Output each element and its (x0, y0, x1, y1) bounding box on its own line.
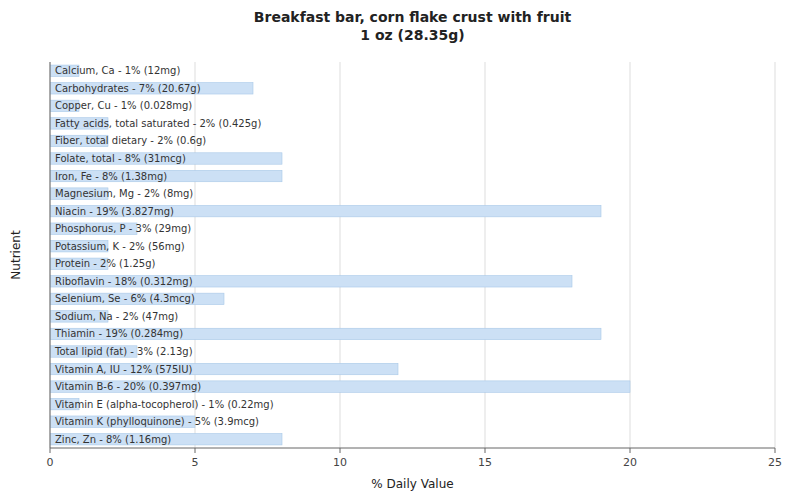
bar-label: Potassium, K - 2% (56mg) (55, 241, 185, 252)
title-line: 1 oz (28.35g) (360, 27, 464, 43)
bar-label: Sodium, Na - 2% (47mg) (55, 311, 178, 322)
bar-label: Vitamin B-6 - 20% (0.397mg) (55, 381, 201, 392)
bar (50, 381, 630, 392)
bar-label: Phosphorus, P - 3% (29mg) (55, 223, 191, 234)
bar-label: Vitamin K (phylloquinone) - 5% (3.9mcg) (55, 416, 259, 427)
bar-label: Vitamin A, IU - 12% (575IU) (55, 364, 193, 375)
y-axis-line (50, 62, 51, 448)
bar-label: Selenium, Se - 6% (4.3mcg) (55, 293, 195, 304)
bar-label: Niacin - 19% (3.827mg) (55, 206, 174, 217)
x-axis: 0 5 10 15 20 25 (47, 448, 783, 469)
bar-label: Protein - 2% (1.25g) (55, 258, 156, 269)
bar-label: Fiber, total dietary - 2% (0.6g) (55, 135, 206, 146)
tick-label: 25 (768, 456, 782, 469)
tick-mark (485, 448, 486, 453)
tick-label: 5 (192, 456, 199, 469)
bar (50, 328, 601, 339)
x-axis-label: % Daily Value (371, 477, 453, 491)
tick-label: 20 (623, 456, 637, 469)
tick-mark (340, 448, 341, 453)
grid-line (775, 62, 776, 448)
bars (50, 65, 630, 445)
bar-labels: Calcium, Ca - 1% (12mg) Carbohydrates - 7… (54, 65, 274, 444)
y-axis-label: Nutrient (9, 230, 23, 280)
bar-label: Thiamin - 19% (0.284mg) (54, 328, 183, 339)
tick-label: 15 (478, 456, 492, 469)
bar-label: Magnesium, Mg - 2% (8mg) (55, 188, 193, 199)
bar-label: Calcium, Ca - 1% (12mg) (55, 65, 180, 76)
bar-label: Vitamin E (alpha-tocopherol) - 1% (0.22m… (55, 399, 274, 410)
bar (50, 83, 253, 94)
bar-label: Iron, Fe - 8% (1.38mg) (55, 171, 167, 182)
bar-label: Copper, Cu - 1% (0.028mg) (55, 100, 192, 111)
bar-label: Folate, total - 8% (31mcg) (55, 153, 186, 164)
tick-mark (195, 448, 196, 453)
tick-mark (50, 448, 51, 453)
title-line: Breakfast bar, corn flake crust with fru… (254, 9, 572, 25)
bar-label: Fatty acids, total saturated - 2% (0.425… (55, 118, 261, 129)
tick-label: 0 (47, 456, 54, 469)
bar (50, 276, 572, 287)
bar (50, 153, 282, 164)
tick-mark (630, 448, 631, 453)
bar-label: Carbohydrates - 7% (20.67g) (55, 83, 201, 94)
bar-label: Riboflavin - 18% (0.312mg) (55, 276, 193, 287)
bar (50, 434, 282, 445)
tick-label: 10 (333, 456, 347, 469)
bar (50, 293, 224, 304)
bar (50, 363, 398, 374)
chart: Breakfast bar, corn flake crust with fru… (0, 0, 800, 500)
x-axis-line (50, 448, 775, 449)
tick-mark (775, 448, 776, 453)
bar (50, 170, 282, 181)
bar (50, 205, 601, 216)
grid (50, 62, 775, 448)
bar-label: Zinc, Zn - 8% (1.16mg) (55, 434, 171, 445)
title: Breakfast bar, corn flake crust with fru… (254, 9, 572, 43)
bar-label: Total lipid (fat) - 3% (2.13g) (54, 346, 193, 357)
grid-line (50, 62, 51, 448)
